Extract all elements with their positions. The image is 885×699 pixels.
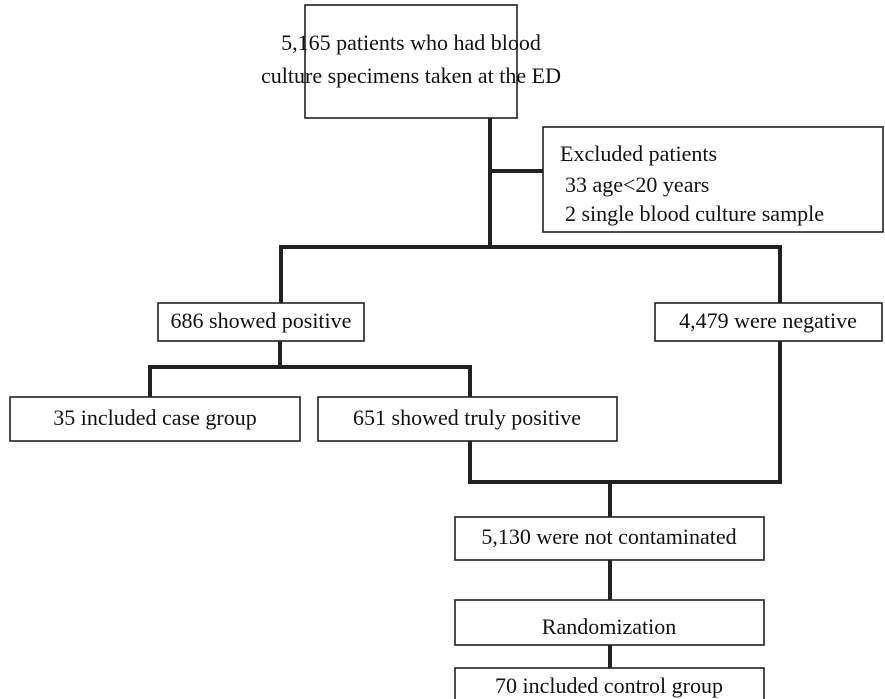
- node-text: 70 included control group: [495, 673, 723, 698]
- box: [304, 4, 518, 119]
- node-text: Excluded patients: [560, 141, 717, 166]
- box: [454, 516, 765, 561]
- box: [654, 302, 883, 342]
- node-text: 33 age<20 years: [565, 172, 709, 197]
- box: [9, 396, 301, 442]
- node-text: 4,479 were negative: [679, 308, 857, 333]
- box: [542, 126, 884, 233]
- box: [157, 302, 365, 342]
- node-text: 686 showed positive: [171, 308, 352, 333]
- node-text: 35 included case group: [53, 405, 256, 430]
- connectors: [148, 118, 782, 668]
- box: [317, 396, 618, 442]
- node-text: 651 showed truly positive: [353, 405, 581, 430]
- node-text: 5,165 patients who had blood: [281, 30, 541, 55]
- node-text: culture specimens taken at the ED: [261, 63, 561, 88]
- node-text: 2 single blood culture sample: [565, 201, 824, 226]
- box: [454, 599, 765, 646]
- node-text: Randomization: [542, 614, 676, 639]
- node-text: 5,130 were not contaminated: [481, 524, 736, 549]
- box: [454, 667, 765, 699]
